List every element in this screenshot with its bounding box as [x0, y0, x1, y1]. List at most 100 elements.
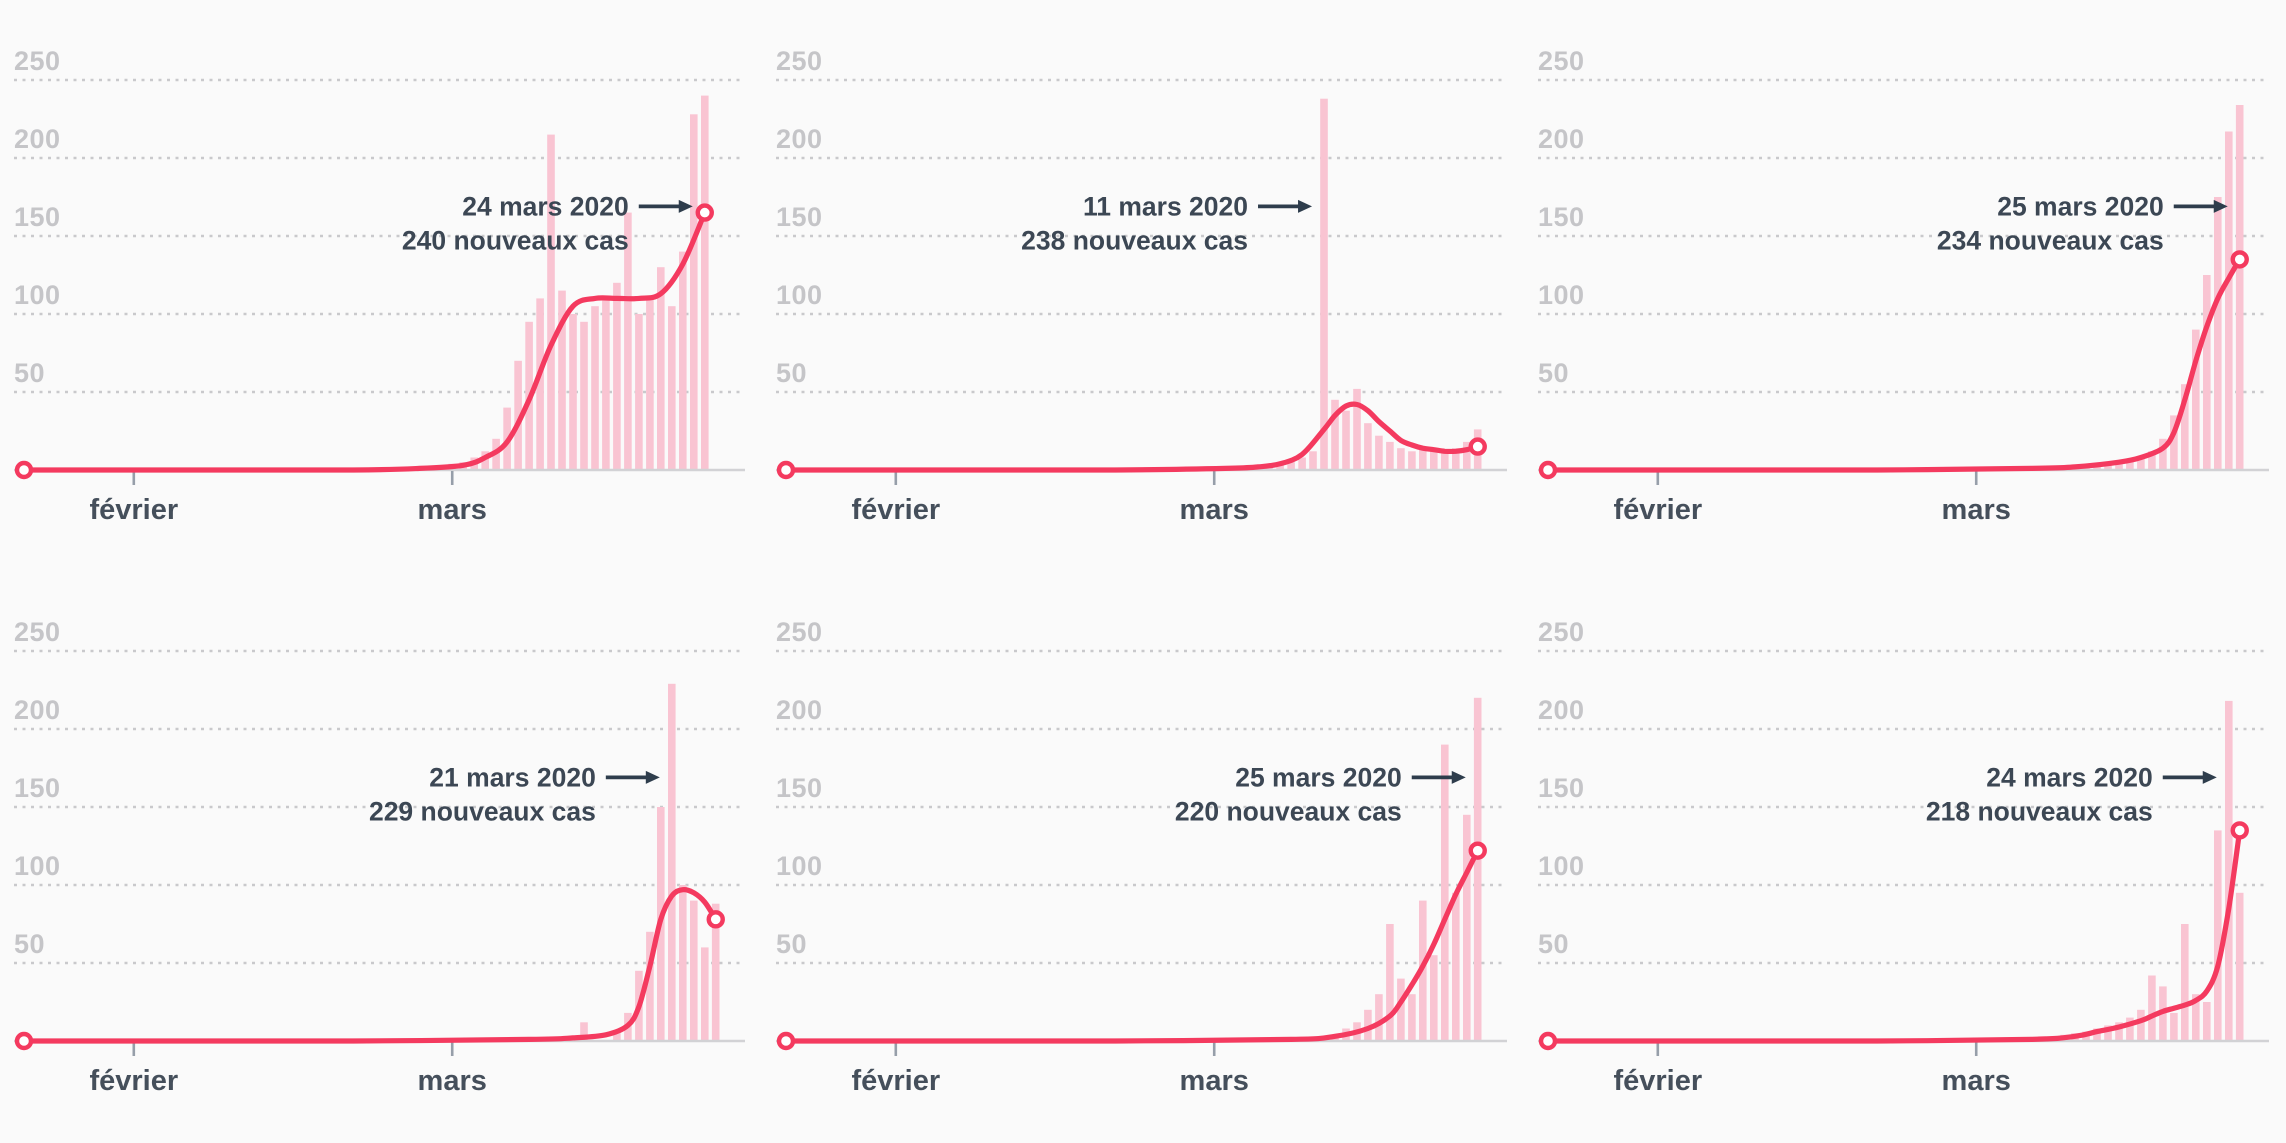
daily-cases-bar: [580, 321, 588, 470]
daily-cases-bar: [2214, 197, 2222, 470]
daily-cases-bar: [1298, 457, 1306, 470]
daily-cases-bar: [558, 290, 566, 470]
daily-cases-bar: [1386, 924, 1394, 1041]
daily-cases-bar: [2170, 415, 2178, 470]
line-start-marker: [1538, 1031, 1558, 1051]
x-tick-label: février: [1613, 494, 1702, 526]
annotation-arrow-head: [2202, 770, 2217, 784]
daily-cases-bar: [2115, 462, 2123, 470]
annotation-arrow-head: [1451, 770, 1466, 784]
y-tick-label: 150: [14, 202, 61, 232]
y-tick-label: 150: [14, 773, 61, 803]
y-tick-label: 50: [1538, 358, 1569, 388]
daily-cases-bar: [2203, 275, 2211, 470]
chart-svg: 50 100 150 200 250 février mars 25 mars 2020 220…: [776, 617, 1507, 1097]
annotation-cases: 218 nouveaux cas: [1926, 796, 2153, 826]
daily-cases-bar: [1331, 399, 1339, 470]
y-tick-label: 50: [14, 929, 45, 959]
y-tick-label: 200: [776, 124, 823, 154]
x-tick-label: mars: [1942, 494, 2011, 526]
y-tick-label: 50: [776, 929, 807, 959]
daily-cases-bar: [2192, 329, 2200, 470]
daily-cases-bar: [1408, 994, 1416, 1041]
y-tick-label: 200: [14, 124, 61, 154]
daily-cases-bar: [2126, 1017, 2134, 1041]
daily-cases-bar: [2192, 994, 2200, 1041]
annotation-date: 25 mars 2020: [1997, 191, 2164, 221]
chart-svg: 50 100 150 200 250 février mars 21 mars 2020 229…: [14, 617, 745, 1097]
daily-cases-bar: [668, 306, 676, 470]
daily-cases-bar: [613, 282, 621, 470]
daily-cases-bar: [1386, 441, 1394, 470]
annotation-date: 21 mars 2020: [429, 762, 596, 792]
daily-cases-bar: [2148, 451, 2156, 470]
daily-cases-bar: [635, 314, 643, 470]
trend-line: [21, 887, 719, 1044]
chart-svg: 50 100 150 200 250 février mars 24 mars 2020 218…: [1538, 617, 2269, 1097]
y-tick-label: 100: [776, 851, 823, 881]
daily-cases-bar: [1408, 451, 1416, 470]
y-tick-label: 200: [1538, 124, 1585, 154]
daily-cases-bar: [1364, 423, 1372, 470]
annotation-arrow-head: [2213, 199, 2228, 213]
y-tick-label: 150: [776, 202, 823, 232]
daily-cases-bar: [2148, 975, 2156, 1041]
y-tick-label: 200: [776, 695, 823, 725]
y-tick-label: 250: [1538, 617, 1585, 647]
y-tick-label: 100: [14, 851, 61, 881]
chart-panel-4: 50 100 150 200 250 février mars 21 mars 2020 229…: [0, 571, 762, 1142]
line-end-marker: [1468, 841, 1487, 860]
annotation-date: 24 mars 2020: [1986, 762, 2153, 792]
line-end-marker: [695, 203, 714, 222]
daily-cases-bar: [624, 212, 632, 470]
x-tick-label: mars: [418, 494, 487, 526]
y-tick-label: 200: [14, 695, 61, 725]
daily-cases-bar: [2214, 830, 2222, 1041]
annotation-arrow-head: [645, 770, 660, 784]
daily-cases-bar: [580, 1022, 588, 1041]
daily-cases-bar: [2225, 131, 2233, 470]
daily-cases-bar: [1473, 697, 1482, 1041]
daily-cases-bar: [1441, 451, 1449, 470]
y-tick-label: 100: [1538, 851, 1585, 881]
daily-cases-bar: [2093, 465, 2101, 470]
daily-cases-bar: [1463, 441, 1471, 470]
line-end-marker: [2230, 821, 2249, 840]
annotation-arrow-head: [1298, 199, 1313, 213]
daily-cases-bar: [2203, 1002, 2211, 1041]
daily-cases-bar: [701, 947, 709, 1041]
daily-cases-bar: [2181, 384, 2189, 470]
y-tick-label: 250: [14, 46, 61, 76]
line-end-marker: [1468, 437, 1487, 456]
daily-cases-bar: [711, 903, 720, 1041]
chart-panel-6: 50 100 150 200 250 février mars 24 mars 2020 218…: [1524, 571, 2286, 1142]
daily-cases-bar: [1353, 388, 1361, 470]
y-tick-label: 50: [14, 358, 45, 388]
daily-cases-bar: [2137, 457, 2145, 470]
daily-cases-bar: [514, 360, 522, 470]
line-start-marker: [776, 460, 796, 480]
daily-cases-bar: [2137, 1009, 2145, 1041]
y-tick-label: 250: [1538, 46, 1585, 76]
daily-cases-bar: [2170, 1012, 2178, 1041]
daily-cases-bar: [1463, 814, 1471, 1041]
daily-cases-bar: [1309, 451, 1317, 470]
y-tick-label: 200: [1538, 695, 1585, 725]
chart-panel-1: 50 100 150 200 250 février mars 24 mars 2020 240…: [0, 0, 762, 571]
y-tick-label: 250: [776, 46, 823, 76]
line-end-marker: [706, 910, 725, 929]
daily-cases-bar: [1452, 448, 1460, 470]
annotation-cases: 234 nouveaux cas: [1937, 225, 2164, 255]
x-tick-label: février: [89, 494, 178, 526]
daily-cases-bar: [591, 306, 599, 470]
daily-cases-bar: [2181, 924, 2189, 1041]
y-tick-label: 50: [776, 358, 807, 388]
daily-cases-bar: [2093, 1028, 2101, 1041]
daily-cases-bar: [690, 900, 698, 1041]
daily-cases-bar: [1397, 978, 1405, 1041]
chart-panel-2: 50 100 150 200 250 février mars 11 mars 2020 238…: [762, 0, 1524, 571]
daily-cases-bar: [1430, 955, 1438, 1041]
y-tick-label: 100: [14, 280, 61, 310]
daily-cases-bar: [1441, 744, 1449, 1041]
daily-cases-bar: [690, 114, 698, 471]
